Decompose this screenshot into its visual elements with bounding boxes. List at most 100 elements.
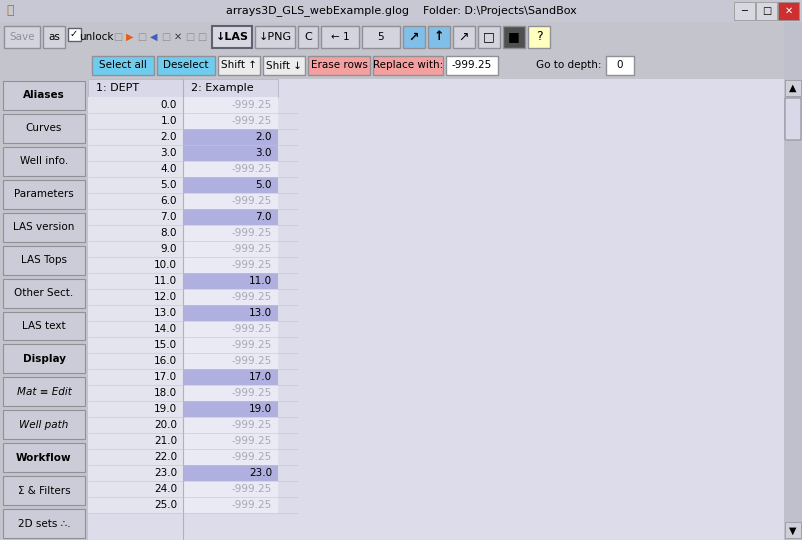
FancyBboxPatch shape (183, 257, 278, 273)
Text: Erase rows: Erase rows (310, 60, 367, 71)
FancyBboxPatch shape (218, 56, 260, 75)
FancyBboxPatch shape (183, 79, 278, 97)
Text: □: □ (762, 6, 772, 16)
FancyBboxPatch shape (373, 56, 443, 75)
Text: -999.25: -999.25 (232, 292, 272, 302)
FancyBboxPatch shape (3, 377, 85, 406)
Text: ↑: ↑ (434, 30, 444, 44)
FancyBboxPatch shape (88, 401, 183, 417)
FancyBboxPatch shape (183, 385, 278, 401)
FancyBboxPatch shape (88, 79, 183, 97)
Text: Go to depth:: Go to depth: (536, 60, 602, 71)
Text: arrays3D_GLS_webExample.glog    Folder: D:\Projects\SandBox: arrays3D_GLS_webExample.glog Folder: D:\… (225, 5, 577, 16)
Text: 19.0: 19.0 (249, 404, 272, 414)
FancyBboxPatch shape (88, 337, 183, 353)
Text: -999.25: -999.25 (232, 260, 272, 270)
FancyBboxPatch shape (68, 28, 81, 41)
FancyBboxPatch shape (183, 417, 278, 433)
Text: -999.25: -999.25 (232, 420, 272, 430)
FancyBboxPatch shape (403, 26, 425, 48)
Text: -999.25: -999.25 (232, 388, 272, 398)
FancyBboxPatch shape (88, 417, 183, 433)
Text: □: □ (185, 32, 195, 42)
Text: LAS text: LAS text (22, 321, 66, 331)
FancyBboxPatch shape (3, 81, 85, 110)
Text: 19.0: 19.0 (154, 404, 177, 414)
FancyBboxPatch shape (3, 509, 85, 538)
FancyBboxPatch shape (88, 193, 183, 209)
FancyBboxPatch shape (0, 52, 88, 540)
Text: 20.0: 20.0 (154, 420, 177, 430)
Text: ✕: ✕ (784, 6, 792, 16)
Text: 11.0: 11.0 (154, 276, 177, 286)
FancyBboxPatch shape (88, 145, 183, 161)
Text: 2.0: 2.0 (256, 132, 272, 142)
FancyBboxPatch shape (478, 26, 500, 48)
Text: ◀: ◀ (150, 32, 158, 42)
Text: □: □ (137, 32, 147, 42)
FancyBboxPatch shape (3, 246, 85, 274)
Text: Curves: Curves (26, 124, 63, 133)
FancyBboxPatch shape (88, 321, 183, 337)
FancyBboxPatch shape (183, 161, 278, 177)
Text: 10.0: 10.0 (154, 260, 177, 270)
FancyBboxPatch shape (263, 56, 305, 75)
FancyBboxPatch shape (183, 193, 278, 209)
Text: -999.25: -999.25 (232, 100, 272, 110)
Text: 8.0: 8.0 (160, 228, 177, 238)
Text: ↗: ↗ (409, 30, 419, 44)
FancyBboxPatch shape (88, 305, 183, 321)
Text: 5.0: 5.0 (160, 180, 177, 190)
Text: 23.0: 23.0 (249, 468, 272, 478)
Text: 17.0: 17.0 (154, 372, 177, 382)
Text: C: C (304, 32, 312, 42)
Text: □: □ (197, 32, 207, 42)
FancyBboxPatch shape (528, 26, 550, 48)
FancyBboxPatch shape (183, 449, 278, 465)
Text: 1.0: 1.0 (160, 116, 177, 126)
FancyBboxPatch shape (88, 113, 183, 129)
FancyBboxPatch shape (88, 177, 183, 193)
Text: 2: Example: 2: Example (191, 83, 253, 93)
Text: Other Sect.: Other Sect. (14, 288, 74, 298)
FancyBboxPatch shape (3, 147, 85, 176)
FancyBboxPatch shape (88, 79, 784, 540)
Text: -999.25: -999.25 (232, 116, 272, 126)
FancyBboxPatch shape (446, 56, 498, 75)
Text: ▶: ▶ (126, 32, 134, 42)
FancyBboxPatch shape (0, 22, 802, 52)
FancyBboxPatch shape (183, 145, 278, 161)
Text: -999.25: -999.25 (232, 356, 272, 366)
FancyBboxPatch shape (183, 289, 278, 305)
FancyBboxPatch shape (255, 26, 295, 48)
Text: 5.0: 5.0 (256, 180, 272, 190)
Text: Display: Display (22, 354, 66, 364)
Text: Shift ↓: Shift ↓ (266, 60, 302, 71)
Text: 5: 5 (378, 32, 384, 42)
FancyBboxPatch shape (88, 497, 183, 513)
Text: as: as (48, 32, 60, 42)
FancyBboxPatch shape (88, 481, 183, 497)
FancyBboxPatch shape (453, 26, 475, 48)
Text: □: □ (161, 32, 171, 42)
Text: 23.0: 23.0 (154, 468, 177, 478)
FancyBboxPatch shape (157, 56, 215, 75)
FancyBboxPatch shape (3, 476, 85, 505)
FancyBboxPatch shape (784, 22, 802, 540)
FancyBboxPatch shape (3, 180, 85, 209)
FancyBboxPatch shape (88, 241, 183, 257)
Text: ─: ─ (742, 6, 747, 16)
Text: □: □ (483, 30, 495, 44)
Text: Replace with:: Replace with: (373, 60, 444, 71)
FancyBboxPatch shape (88, 353, 183, 369)
Text: ↓PNG: ↓PNG (258, 32, 292, 42)
Text: -999.25: -999.25 (232, 452, 272, 462)
FancyBboxPatch shape (88, 273, 183, 289)
FancyBboxPatch shape (92, 56, 154, 75)
Text: Σ & Filters: Σ & Filters (18, 485, 71, 496)
Text: 17.0: 17.0 (249, 372, 272, 382)
FancyBboxPatch shape (778, 2, 799, 20)
FancyBboxPatch shape (88, 52, 802, 79)
FancyBboxPatch shape (734, 2, 755, 20)
Text: -999.25: -999.25 (232, 244, 272, 254)
